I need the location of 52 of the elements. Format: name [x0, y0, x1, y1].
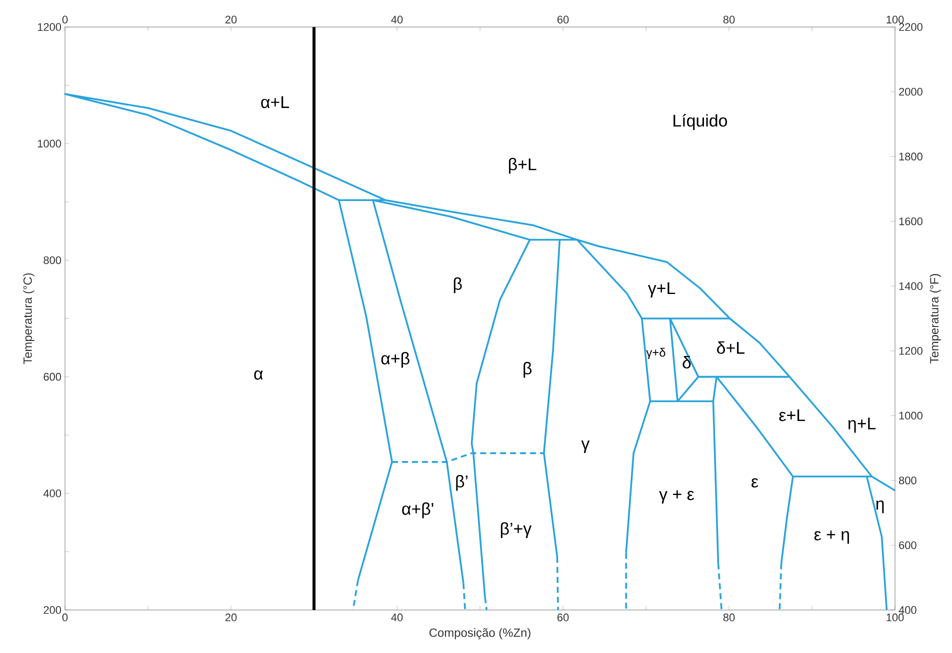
annotation: β’+γ — [500, 522, 532, 538]
annotation: α+L — [261, 96, 289, 108]
annotation: β — [524, 362, 532, 378]
x2-tick-label: 80 — [723, 614, 735, 622]
annotation: η+L — [848, 418, 876, 433]
x-tick-label: 0 — [62, 16, 68, 24]
x-tick-label: 80 — [723, 16, 735, 24]
y-tick-label: 1200 — [38, 23, 62, 31]
y-axis-title: Temperatura (°C) — [23, 273, 34, 364]
x2-tick-label: 20 — [225, 614, 237, 622]
x2-tick-label: 100 — [886, 614, 904, 622]
x-axis-title: Composição (%Zn) — [429, 628, 530, 640]
annotation: η — [876, 500, 884, 514]
annotation: ε — [752, 478, 758, 488]
annotation: α — [254, 370, 263, 380]
annotation: ε+L — [779, 409, 805, 422]
y-tick-label: 200 — [44, 606, 62, 614]
annotation: δ — [682, 356, 691, 368]
x-tick-label: 60 — [557, 16, 569, 24]
annotation: α+β' — [402, 502, 434, 518]
y2-tick-label: 600 — [899, 541, 916, 550]
annotation: β’ — [456, 475, 468, 491]
x-tick-label: 100 — [886, 16, 904, 24]
x-tick-label: 40 — [391, 16, 403, 24]
y-tick-label: 400 — [43, 490, 62, 498]
annotation: γ+δ — [646, 348, 666, 360]
y2-tick-label: 2000 — [899, 88, 922, 96]
y2-tick-label: 1400 — [899, 282, 922, 290]
annotation: ε + η — [814, 530, 849, 544]
y-tick-label: 600 — [44, 372, 62, 381]
x2-tick-label: 0 — [62, 614, 68, 622]
annotation: β+L — [508, 158, 536, 174]
y2-tick-label: 1000 — [899, 412, 922, 420]
y2-tick-label: 1600 — [899, 217, 922, 226]
x2-tick-label: 40 — [391, 614, 403, 622]
y2-tick-label: 2200 — [899, 23, 922, 31]
annotation: γ + ε — [659, 490, 694, 504]
annotation: β — [454, 277, 462, 294]
y-tick-label: 1000 — [38, 140, 62, 148]
y2-axis-title: Temperatura (°F) — [930, 274, 941, 364]
y2-tick-label: 800 — [899, 476, 916, 484]
x-tick-label: 20 — [225, 16, 237, 24]
annotation: Líquido — [674, 114, 728, 130]
x2-tick-label: 60 — [557, 614, 569, 622]
annotation: α+β — [381, 352, 410, 368]
y-tick-label: 800 — [44, 256, 62, 264]
y2-tick-label: 400 — [898, 606, 916, 614]
y2-tick-label: 1800 — [899, 152, 922, 160]
annotation: γ+L — [648, 282, 676, 298]
annotation: γ — [581, 440, 590, 453]
y2-tick-label: 1200 — [899, 347, 922, 355]
annotation: δ+L — [717, 341, 744, 354]
